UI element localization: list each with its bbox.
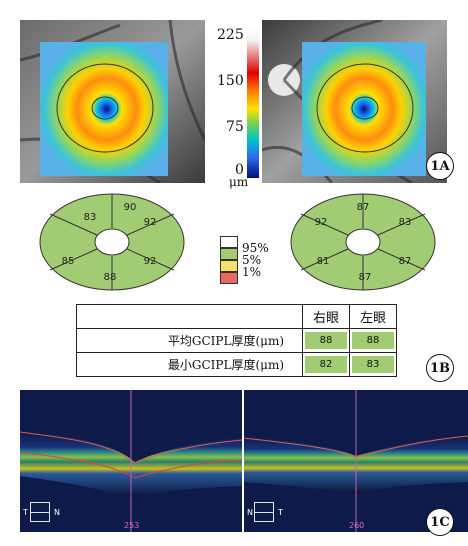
sector-value-superior-temporal: 83 bbox=[84, 212, 97, 223]
sector-value-superior-nasal: 92 bbox=[315, 217, 328, 228]
row-label-average: 平均GCIPL厚度(μm) bbox=[76, 328, 303, 353]
sector-map-left-eye: 92 87 83 87 87 81 bbox=[289, 192, 437, 292]
oct-scan-position: 253 bbox=[124, 521, 140, 530]
sector-value-inferior-nasal: 81 bbox=[317, 256, 330, 267]
oct-nasal-label: N bbox=[247, 508, 253, 517]
oct-bscan-right: N T 260 bbox=[244, 390, 468, 532]
oct-temporal-label: T bbox=[278, 508, 283, 517]
scale-label-150: 150 bbox=[217, 73, 244, 89]
table-header-row: 右眼 左眼 bbox=[76, 304, 397, 329]
table-corner bbox=[76, 304, 303, 329]
legend-label-95: 95% bbox=[242, 241, 269, 255]
legend-label-5: 5% bbox=[242, 253, 262, 267]
table-row: 最小GCIPL厚度(μm) 82 83 bbox=[76, 352, 397, 377]
sector-value-inferior-temporal: 85 bbox=[62, 256, 75, 267]
table-row: 平均GCIPL厚度(μm) 88 88 bbox=[76, 328, 397, 353]
oct-nasal-label: N bbox=[54, 508, 60, 517]
value-minimum-right: 82 bbox=[302, 352, 350, 377]
legend-swatch-0 bbox=[220, 272, 238, 284]
scale-label-0: 0 bbox=[235, 162, 244, 178]
oct-bscan-left: T N 253 bbox=[20, 390, 242, 532]
thickness-color-scale bbox=[247, 28, 259, 178]
header-right-eye: 右眼 bbox=[302, 304, 350, 329]
oct-temporal-label: T bbox=[23, 508, 28, 517]
oct-orientation-box bbox=[254, 502, 274, 522]
value-minimum-left: 83 bbox=[349, 352, 397, 377]
figure-tag-1b: 1B bbox=[426, 354, 454, 382]
header-left-eye: 左眼 bbox=[349, 304, 397, 329]
sector-value-inferior-temporal: 87 bbox=[399, 256, 412, 267]
value-average-right: 88 bbox=[302, 328, 350, 353]
fundus-thickness-map-right bbox=[262, 20, 447, 183]
sector-value-superior: 90 bbox=[124, 202, 137, 213]
figure-tag-1c: 1C bbox=[426, 508, 454, 536]
row-label-minimum: 最小GCIPL厚度(μm) bbox=[76, 352, 303, 377]
sector-value-inferior: 88 bbox=[104, 272, 117, 283]
fundus-thickness-map-left bbox=[20, 20, 205, 183]
sector-map-right-eye: 83 90 92 92 88 85 bbox=[38, 192, 186, 292]
gcipl-thickness-table: 右眼 左眼 平均GCIPL厚度(μm) 88 88 最小GCIPL厚度(μm) … bbox=[76, 304, 397, 377]
oct-scan-position: 260 bbox=[349, 521, 365, 530]
sector-value-inferior: 87 bbox=[359, 272, 372, 283]
legend-swatch-95 bbox=[220, 236, 238, 248]
scale-label-225: 225 bbox=[217, 27, 244, 43]
sector-value-superior-temporal: 83 bbox=[399, 217, 412, 228]
oct-orientation-box bbox=[30, 502, 50, 522]
scale-unit: μm bbox=[229, 175, 249, 189]
value-average-left: 88 bbox=[349, 328, 397, 353]
figure-tag-1a: 1A bbox=[426, 152, 454, 180]
sector-value-superior: 87 bbox=[357, 202, 370, 213]
legend-swatch-5 bbox=[220, 248, 238, 260]
sector-value-superior-nasal: 92 bbox=[144, 217, 157, 228]
scale-label-75: 75 bbox=[226, 119, 244, 135]
legend-label-1: 1% bbox=[242, 265, 262, 279]
legend-swatch-1 bbox=[220, 260, 238, 272]
sector-value-inferior-nasal: 92 bbox=[144, 256, 157, 267]
